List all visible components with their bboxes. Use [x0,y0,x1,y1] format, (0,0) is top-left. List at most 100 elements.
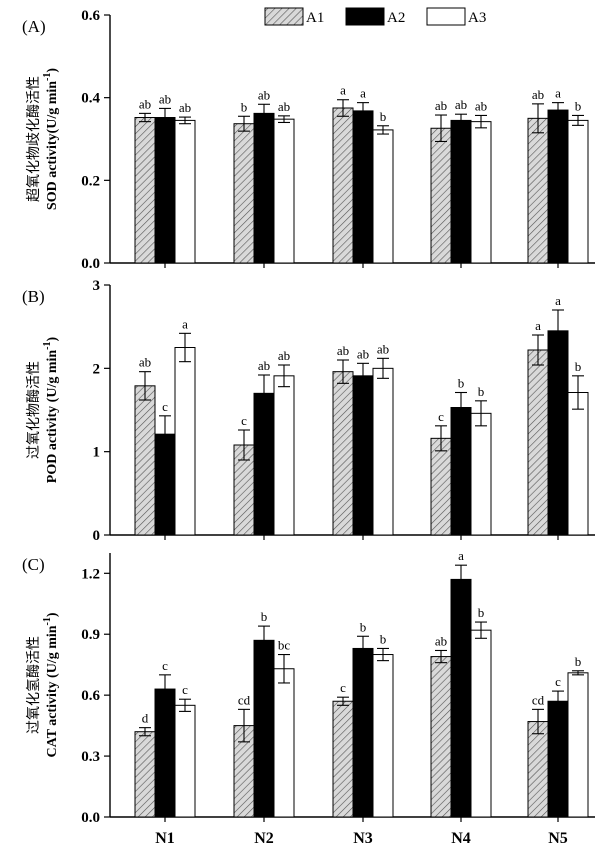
bar-a1-n5 [527,117,549,264]
y-axis-label-en-end: ) [45,68,60,73]
significance-letter: ab [337,343,349,358]
series-a1: ab c ab c a [134,318,549,536]
legend-swatch-a1 [264,7,304,26]
significance-letter: ab [455,97,467,112]
x-tick-label-n2: N2 [254,830,274,847]
significance-letter: ab [435,98,447,113]
significance-letter: ab [532,87,544,102]
x-tick-label-n5: N5 [548,830,568,847]
significance-letter: ab [278,99,290,114]
y-tick-label: 1 [93,445,101,461]
bar-a3-n1 [174,347,196,536]
significance-letter: c [182,682,188,697]
bar-a2-n1 [154,688,176,818]
significance-letter: b [478,384,485,399]
bar-a2-n3 [352,375,374,536]
significance-letter: ab [139,355,151,370]
y-tick-label: 0.0 [81,810,100,826]
significance-letter: c [241,413,247,428]
bar-a2-n5 [547,700,569,818]
bar-a3-n1 [174,704,196,818]
legend: A1 A2 A3 [264,7,486,26]
bar-a3-n5 [567,119,589,264]
significance-letter: cd [238,692,251,707]
bar-a1-n3 [332,107,354,264]
bar-a2-n2 [253,392,275,536]
significance-letter: b [575,98,582,113]
significance-letter: ab [258,87,270,102]
bar-a3-n1 [174,119,196,264]
significance-letter: b [241,99,248,114]
y-tick-label: 0 [93,528,101,544]
bar-a1-n1 [134,731,156,818]
panel-label: (B) [22,287,45,306]
significance-letter: c [162,658,168,673]
y-tick-label: 1.2 [81,566,100,582]
y-tick-label: 0.6 [81,688,100,704]
significance-letter: a [360,86,366,101]
x-tick-label-n1: N1 [155,830,175,847]
bar-a2-n3 [352,647,374,818]
y-tick-label: 0.3 [81,749,100,765]
bar-a3-n2 [273,118,295,264]
y-axis-label-en-end: ) [45,336,60,341]
bar-a3-n5 [567,672,589,818]
y-tick-label: 0.0 [81,256,100,272]
y-axis-label-en-sup: -1 [42,73,53,81]
x-tick-label-n3: N3 [353,830,373,847]
bar-a2-n4 [450,119,472,264]
panel-label: (C) [22,555,45,574]
bar-a2-n5 [547,330,569,536]
bar-a1-n1 [134,117,156,264]
bar-a1-n3 [332,700,354,818]
y-tick-label: 2 [93,361,101,377]
significance-letter: ab [278,348,290,363]
legend-label-a3: A3 [468,10,486,26]
y-axis-label-cn: 过氧化氢酶活性 [26,636,42,734]
legend-swatch-a3 [426,7,466,26]
significance-letter: ab [357,346,369,361]
y-axis-label-en: SOD activity(U/g min-1) [42,68,60,210]
significance-letter: a [458,548,464,563]
bar-a3-n3 [372,654,394,818]
bar-a3-n5 [567,392,589,536]
significance-letter: ab [435,633,447,648]
y-axis-label-en-sup: -1 [42,617,53,625]
significance-letter: c [438,409,444,424]
significance-letter: ab [179,100,191,115]
panel-c: 0.0 0.3 0.6 0.9 1.2 (C) 过氧化氢酶活性 CAT activity (U… [22,548,595,826]
legend-label-a1: A1 [306,10,324,26]
bar-a2-n3 [352,110,374,264]
y-tick-label: 0.6 [81,8,100,24]
bar-a3-n3 [372,367,394,536]
y-axis-label-en-sup: -1 [42,341,53,349]
significance-letter: c [162,399,168,414]
significance-letter: b [261,609,268,624]
bar-a3-n4 [470,629,492,818]
bar-a2-n2 [253,112,275,264]
x-category-labels: N1 N2 N3 N4 N5 [155,830,568,847]
y-axis-label-en-end: ) [45,612,60,617]
significance-letter: cd [532,692,545,707]
bar-a1-n2 [233,123,255,264]
significance-letter: ab [159,91,171,106]
y-tick-label: 0.2 [81,173,100,189]
bar-a2-n4 [450,578,472,818]
significance-letter: a [182,316,188,331]
bar-a1-n1 [134,385,156,536]
significance-letter: ab [139,96,151,111]
significance-letter: b [360,619,367,634]
significance-letter: ab [258,358,270,373]
bar-a2-n1 [154,117,176,264]
panel-a: 0.0 0.2 0.4 0.6 (A) 超氧化物歧化酶活性 SOD activity(U/g… [22,8,595,272]
y-axis-label-en: CAT activity (U/g min-1) [42,612,60,757]
legend-label-a2: A2 [387,10,405,26]
y-axis-label-en-main: CAT activity (U/g min [45,625,60,757]
significance-letter: b [380,631,387,646]
y-axis-label-cn: 过氧化物酶活性 [26,361,42,459]
chart-root: 0.0 0.2 0.4 0.6 (A) 超氧化物歧化酶活性 SOD activity(U/g… [22,7,595,847]
significance-letter: c [555,674,561,689]
significance-letter: d [142,711,149,726]
